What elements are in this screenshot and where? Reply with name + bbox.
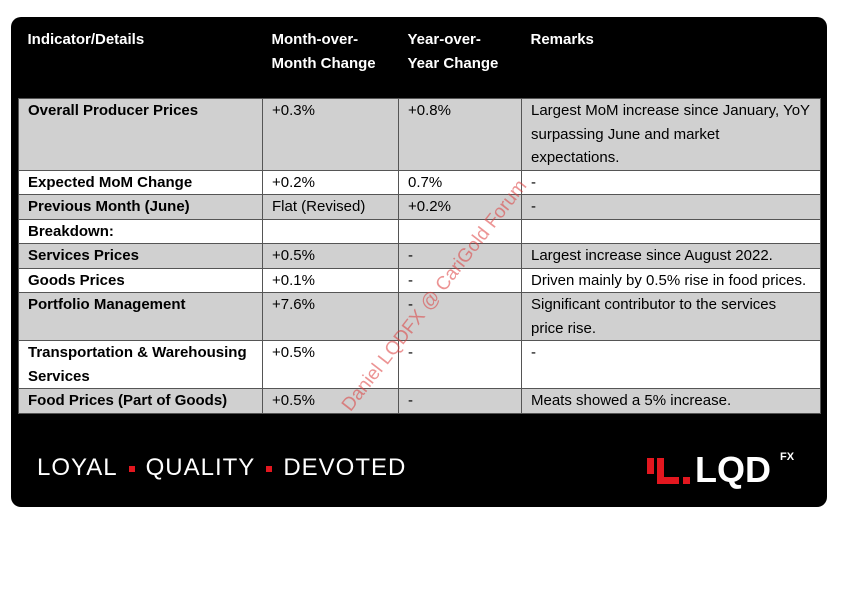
table-cell: Goods Prices	[18, 267, 263, 293]
table-cell	[262, 218, 399, 244]
card: Indicator/Details Month-over-Month Change…	[11, 17, 827, 507]
logo-mark	[647, 458, 690, 484]
table-row: Overall Producer Prices +0.3% +0.8% Largest…	[18, 98, 821, 171]
table-row: Portfolio Management +7.6% - Significant co…	[18, 292, 821, 341]
separator	[128, 465, 135, 472]
table-cell: -	[398, 292, 522, 341]
table-cell: Driven mainly by 0.5% rise in food price…	[521, 267, 821, 293]
table-cell: +0.5%	[262, 388, 399, 414]
table-cell: -	[521, 340, 821, 389]
table-cell: Breakdown:	[18, 218, 263, 244]
header-cell: Indicator/Details	[27, 31, 145, 48]
table-row: Food Prices (Part of Goods) +0.5% - Meats s…	[18, 388, 821, 414]
table-row: Previous Month (June) Flat (Revised) +0.2%…	[18, 194, 821, 220]
table-row: Transportation & Warehousing Services +0.…	[18, 340, 821, 389]
table-cell: Services Prices	[18, 243, 263, 269]
table-cell: Previous Month (June)	[18, 194, 263, 220]
table-cell: Food Prices (Part of Goods)	[18, 388, 263, 414]
table-cell: +0.3%	[262, 98, 399, 171]
slogan: LOYAL QUALITY DEVOTED	[37, 454, 406, 482]
header-row: Indicator/Details Month-over-Month Change…	[19, 22, 821, 99]
table-body: Overall Producer Prices +0.3% +0.8% Largest…	[18, 98, 821, 414]
table-cell: +0.2%	[262, 169, 399, 195]
table-cell: -	[521, 169, 821, 195]
logo-text: LQD	[695, 449, 771, 490]
table-cell: Expected MoM Change	[18, 169, 263, 195]
table-cell: +0.5%	[262, 340, 399, 389]
logo: LQD FX	[645, 450, 815, 490]
header-cell: Year-over-Year Change	[407, 31, 499, 72]
slogan-word: QUALITY	[145, 454, 256, 481]
table-row: Expected MoM Change +0.2% 0.7% -	[18, 169, 821, 195]
separator	[266, 465, 273, 472]
table-cell: +0.5%	[262, 243, 399, 269]
table-cell: +7.6%	[262, 292, 399, 341]
table-cell: Transportation & Warehousing Services	[18, 340, 263, 389]
table-cell: Flat (Revised)	[262, 194, 399, 220]
table-cell: Meats showed a 5% increase.	[521, 388, 821, 414]
table-cell: Portfolio Management	[18, 292, 263, 341]
table-cell: Largest increase since August 2022.	[521, 243, 821, 269]
table-cell: Overall Producer Prices	[18, 98, 263, 171]
table-cell: Largest MoM increase since January, YoY …	[521, 98, 821, 171]
slogan-word: LOYAL	[37, 454, 118, 481]
table-row: Breakdown:	[18, 218, 821, 244]
logo-sup: FX	[780, 451, 795, 463]
table-cell: -	[398, 388, 522, 414]
table-cell: -	[398, 340, 522, 389]
data-table: Indicator/Details Month-over-Month Change…	[18, 22, 821, 414]
table-cell: +0.1%	[262, 267, 399, 293]
header-cell: Remarks	[530, 31, 594, 48]
table-row: Goods Prices +0.1% - Driven mainly by 0.5% …	[18, 267, 821, 293]
table-row: Services Prices +0.5% - Largest increase si…	[18, 243, 821, 269]
table-cell: -	[398, 267, 522, 293]
table-cell: 0.7%	[398, 169, 522, 195]
table-cell: Significant contributor to the services …	[521, 292, 821, 341]
slogan-word: DEVOTED	[283, 454, 407, 481]
header-cell: Month-over-Month Change	[271, 31, 376, 72]
table-cell: -	[398, 243, 522, 269]
table-cell	[521, 218, 821, 244]
table-cell: -	[521, 194, 821, 220]
table-cell: +0.8%	[398, 98, 522, 171]
